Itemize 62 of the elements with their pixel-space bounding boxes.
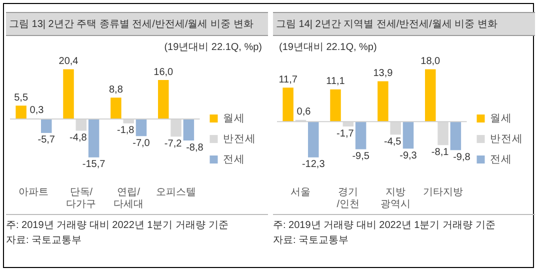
data-label: 18,0 (420, 56, 441, 68)
legend-label: 전세 (223, 153, 245, 166)
bar (136, 119, 147, 136)
bar (282, 88, 294, 122)
chart-subtitle: (19년대비 22.1Q, %p) (164, 41, 262, 54)
data-label: 0,6 (296, 106, 312, 118)
x-tick-label: 연립/ 다세대 (114, 186, 144, 210)
legend-label: 월세 (490, 112, 512, 124)
data-label: -1,8 (116, 125, 135, 136)
data-label: -7,0 (132, 138, 150, 149)
data-label: 0,3 (30, 105, 44, 116)
x-tick-label: 경기 /인천 (336, 186, 360, 210)
data-label: 5,5 (14, 92, 28, 104)
data-label: -12,3 (302, 159, 326, 170)
bar (183, 119, 194, 141)
data-label: 11,7 (278, 74, 298, 86)
text: 주: 2019년 거래량 대비 2022년 1분기 거래량 기준 (6, 219, 230, 233)
data-label: -9,5 (352, 150, 370, 162)
legend-label: 반전세 (490, 132, 523, 145)
data-label: 20,4 (58, 56, 79, 68)
data-label: -1,7 (336, 128, 354, 140)
data-label: -8,8 (186, 142, 204, 154)
legend-label: 반전세 (223, 132, 256, 145)
data-label: -4,5 (384, 136, 402, 148)
bar (402, 122, 414, 149)
data-label: -4,8 (70, 132, 88, 144)
bar (88, 119, 100, 158)
text: 자료: 국토교통부 (273, 234, 350, 248)
data-label: -8,1 (431, 146, 450, 158)
x-tick-label: 오피스텔 (156, 186, 196, 198)
bar (330, 89, 341, 122)
bar (378, 81, 388, 122)
bar (16, 106, 26, 120)
x-tick-label: 지방 광역시 (380, 186, 411, 210)
x-tick-label: 단독/ 다가구 (66, 186, 96, 210)
data-label: 8,8 (108, 84, 124, 96)
bar (425, 69, 436, 122)
legend-label: 월세 (223, 112, 245, 124)
bar (40, 119, 52, 133)
chart-title: 그림 13| 2년간 주택 종류별 전세/반전세/월세 비중 변화 (6, 12, 268, 36)
text: 자료: 국토교통부 (6, 234, 83, 248)
bar (308, 122, 319, 158)
data-label: 16,0 (154, 66, 174, 78)
data-label: 13,9 (373, 68, 394, 79)
legend-label: 전세 (490, 153, 512, 166)
bar (450, 122, 462, 150)
bar (110, 98, 122, 120)
text: 주: 2019년 거래량 대비 2022년 1분기 거래량 기준 (273, 219, 496, 233)
data-label: -9,8 (453, 152, 471, 163)
chart-subtitle: (19년대비 22.1Q, %p) (279, 41, 377, 54)
data-label: -9,3 (400, 150, 418, 162)
x-tick-label: 아파트 (18, 186, 49, 198)
bar (158, 80, 169, 120)
bar (63, 69, 74, 120)
data-label: -15,7 (82, 159, 106, 170)
chart-title: 그림 14| 2년간 지역별 전세/반전세/월세 비중 변화 (273, 12, 535, 36)
x-tick-label: 서울 (290, 186, 311, 198)
x-tick-label: 기타지방 (423, 186, 464, 198)
data-label: 11,1 (326, 76, 346, 88)
data-label: -5,7 (38, 134, 56, 146)
data-label: -7,2 (164, 138, 182, 150)
bar (355, 122, 366, 150)
